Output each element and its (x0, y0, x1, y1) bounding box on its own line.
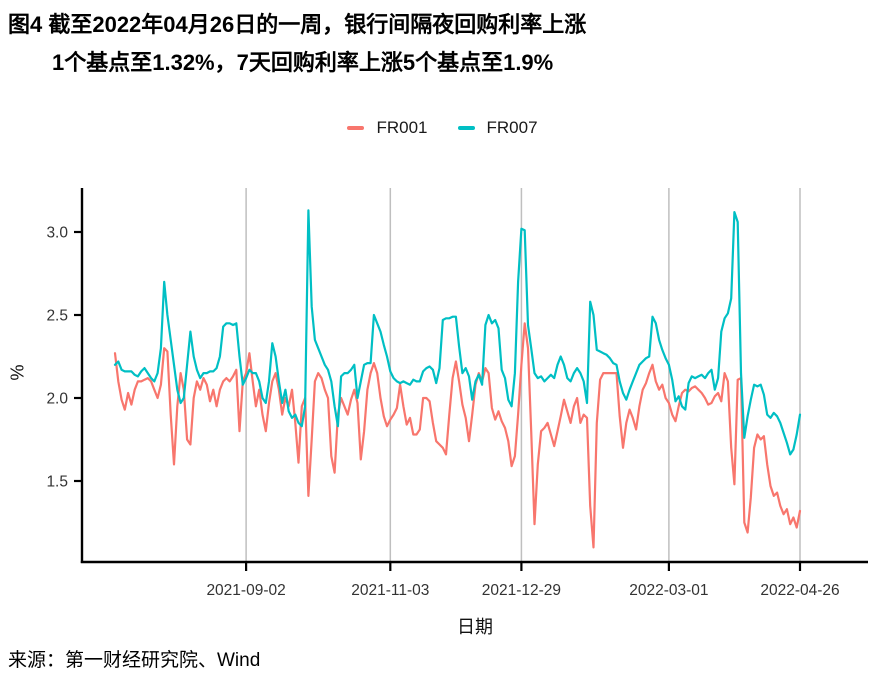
figure-title-line1: 图4 截至2022年04月26日的一周，银行间隔夜回购利率上涨 (8, 12, 587, 37)
fr007-line-key-icon (457, 126, 475, 130)
y-tick-label: 3.0 (46, 225, 68, 242)
y-tick-label: 1.5 (46, 474, 68, 491)
figure-title-line2: 1个基点至1.32%，7天回购利率上涨5个基点至1.9% (52, 50, 554, 75)
legend-label-fr001: FR001 (376, 118, 428, 137)
source-note: 来源：第一财经研究院、Wind (8, 650, 261, 671)
x-axis-label: 日期 (457, 617, 493, 637)
x-tick-label: 2021-09-02 (206, 582, 285, 599)
legend-item-fr007: FR007 (457, 118, 538, 138)
x-tick-label: 2021-12-29 (482, 582, 561, 599)
chart-legend: FR001 FR007 (0, 116, 885, 140)
legend-label-fr007: FR007 (486, 118, 538, 137)
legend-item-fr001: FR001 (347, 118, 428, 138)
y-tick-label: 2.5 (46, 308, 68, 325)
x-tick-label: 2022-03-01 (629, 582, 708, 599)
series-fr007 (113, 209, 802, 456)
y-axis-label: % (7, 364, 28, 381)
series-fr001 (113, 322, 802, 549)
y-tick-label: 2.0 (46, 391, 68, 408)
x-tick-label: 2022-04-26 (760, 582, 839, 599)
x-tick-label: 2021-11-03 (351, 582, 429, 599)
figure-title: 图4 截至2022年04月26日的一周，银行间隔夜回购利率上涨 1个基点至1.3… (8, 6, 868, 82)
fr001-line-key-icon (347, 126, 365, 130)
